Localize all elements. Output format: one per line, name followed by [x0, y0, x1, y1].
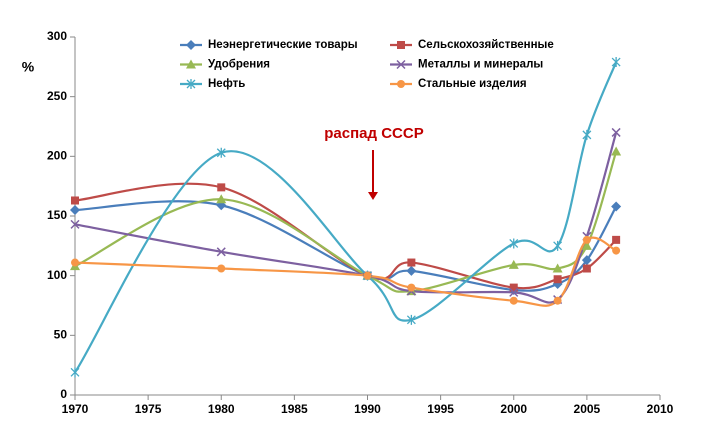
marker — [509, 287, 519, 297]
marker — [612, 246, 621, 255]
legend-label: Удобрения — [208, 59, 270, 71]
legend-label: Стальные изделия — [418, 78, 527, 90]
legend-label: Металлы и минералы — [418, 59, 543, 71]
marker — [553, 275, 562, 284]
marker — [216, 194, 227, 204]
marker — [217, 183, 226, 192]
y-tick-label: 200 — [47, 149, 67, 163]
y-tick-label: 300 — [47, 29, 67, 43]
marker — [552, 263, 563, 273]
y-tick-label: 150 — [47, 208, 67, 222]
x-tick-label: 1975 — [135, 402, 162, 416]
marker — [217, 264, 226, 273]
marker — [70, 205, 80, 216]
x-tick-label: 1970 — [62, 402, 89, 416]
marker — [70, 367, 80, 378]
annotation: распад СССР — [324, 125, 423, 142]
legend-label: Нефть — [208, 78, 245, 90]
annotation-arrowhead — [368, 192, 378, 200]
marker — [582, 264, 591, 273]
x-tick-label: 1990 — [354, 402, 381, 416]
marker — [581, 255, 592, 266]
marker — [216, 247, 226, 257]
marker — [216, 147, 226, 158]
x-tick-label: 2005 — [574, 402, 601, 416]
marker — [611, 57, 621, 68]
x-tick-label: 2000 — [500, 402, 527, 416]
marker — [553, 240, 563, 251]
y-tick-label: 0 — [60, 387, 67, 401]
marker — [612, 235, 621, 244]
marker — [553, 296, 562, 305]
marker — [363, 271, 372, 280]
marker — [509, 283, 518, 292]
marker — [509, 238, 519, 249]
marker — [186, 40, 196, 50]
marker — [71, 196, 79, 205]
x-tick-label: 2010 — [647, 402, 674, 416]
marker — [611, 146, 622, 156]
marker — [396, 59, 406, 70]
y-axis-label: % — [22, 59, 35, 75]
y-tick-label: 250 — [47, 89, 67, 103]
marker — [509, 296, 518, 305]
marker — [71, 258, 79, 267]
x-tick-label: 1985 — [281, 402, 308, 416]
marker — [581, 240, 592, 250]
marker — [397, 41, 405, 49]
marker — [406, 314, 416, 325]
marker — [407, 283, 416, 292]
marker — [407, 258, 416, 267]
y-tick-label: 100 — [47, 268, 67, 282]
legend-label: Неэнергетические товары — [208, 39, 358, 51]
marker — [186, 79, 196, 89]
y-tick-label: 50 — [54, 328, 68, 342]
series-line — [74, 61, 618, 373]
legend-label: Сельскохозяйственные — [418, 39, 554, 51]
series-line — [74, 200, 618, 292]
marker — [70, 219, 80, 229]
marker — [186, 59, 196, 69]
marker — [397, 80, 405, 88]
marker — [582, 129, 592, 140]
x-tick-label: 1980 — [208, 402, 235, 416]
marker — [508, 259, 519, 269]
x-tick-label: 1995 — [427, 402, 454, 416]
marker — [611, 201, 622, 212]
marker — [611, 127, 621, 137]
marker — [406, 265, 417, 276]
marker — [582, 235, 591, 244]
